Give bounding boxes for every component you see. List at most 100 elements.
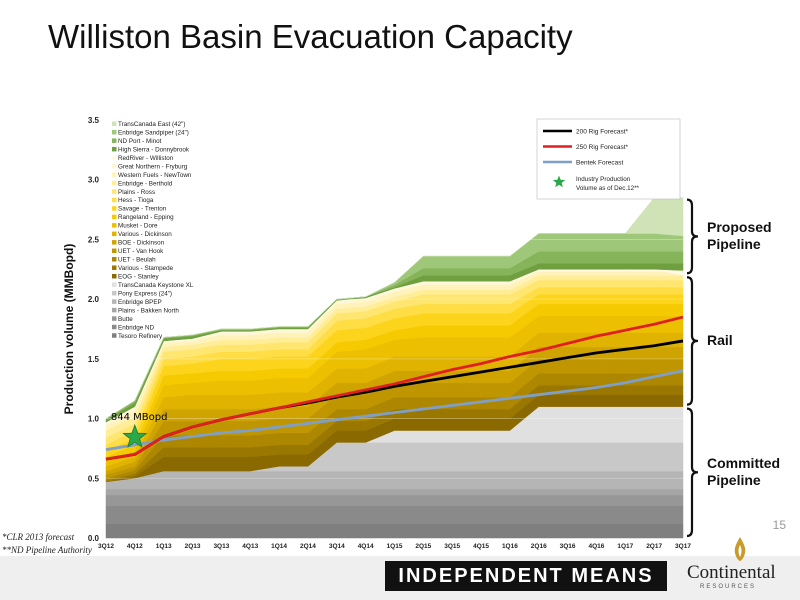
layer-plains-bakken-north	[105, 488, 684, 496]
x-tick-3q14: 3Q14	[329, 543, 345, 550]
legend-label-musket-dore: Musket - Dore	[118, 223, 158, 230]
legend-label-eog-stanley: EOG - Stanley	[118, 273, 159, 280]
legend-swatch-high-sierra-donnybrook	[112, 146, 117, 152]
legend-label-high-sierra-donnybrook: High Sierra - Donnybrook	[118, 146, 190, 153]
legend-label-boe-dickinson: BOE - Dickinson	[118, 240, 165, 247]
legend-label-plains-bakken-north: Plains - Bakken North	[118, 307, 179, 314]
bracket-proposed-pipeline	[686, 198, 699, 275]
line-bentek-forecast	[105, 369, 684, 452]
footnote-ndpa: **ND Pipeline Authority	[2, 545, 92, 555]
legend-swatch-western-fuels-newtown	[112, 172, 117, 177]
x-tick-4q12: 4Q12	[127, 543, 143, 550]
y-tick-1-5: 1.5	[88, 355, 100, 364]
footnote-clr: *CLR 2013 forecast	[2, 532, 75, 542]
legend-label-savage-trenton: Savage - Trenton	[118, 206, 167, 213]
x-tick-1q17: 1Q17	[617, 543, 633, 550]
y-tick-2-0: 2.0	[88, 295, 100, 304]
legend-label-hess-tioga: Hess - Tioga	[118, 197, 154, 204]
bracket-committed-pipeline	[686, 407, 699, 538]
bracket-label-committed-pipeline: Committed Pipeline	[707, 455, 781, 489]
forecast-lines	[105, 315, 684, 461]
legend-label-western-fuels-newtown: Western Fuels - NewTown	[118, 172, 192, 179]
layer-butte	[105, 494, 684, 507]
legend-swatch-various-dickinson	[112, 231, 117, 237]
slide-title: Williston Basin Evacuation Capacity	[48, 18, 573, 55]
legend-swatch-great-northern-fryburg	[112, 163, 117, 169]
x-tick-1q13: 1Q13	[156, 543, 172, 550]
bracket-label-rail: Rail	[707, 332, 733, 349]
legend-label-enbridge-berthold: Enbridge - Berthold	[118, 180, 173, 187]
bracket-label-proposed-pipeline: Proposed Pipeline	[707, 219, 772, 253]
layer-transcanada-east-42	[105, 197, 684, 419]
x-tick-3q13: 3Q13	[213, 543, 229, 550]
x-tick-1q15: 1Q15	[387, 543, 403, 550]
layer-tesoro-refinery	[105, 523, 684, 539]
legend-swatch-enbridge-sandpiper-24	[112, 129, 117, 135]
legend-swatch-boe-dickinson	[112, 240, 117, 245]
legend-swatch-butte	[112, 316, 117, 321]
production-marker: 844 MBopd	[111, 412, 168, 448]
production-marker-label: 844 MBopd	[111, 412, 168, 423]
x-tick-1q14: 1Q14	[271, 543, 287, 550]
y-tick-1-0: 1.0	[88, 415, 100, 424]
chart-axes: 0.0 0.5 1.0 1.5 2.0 2.5 3.0 3.5 3Q12 4Q12 1Q13 2Q13…	[62, 116, 691, 550]
legend-swatch-transcanada-keystone-xl	[112, 282, 117, 287]
legend-label-butte: Butte	[118, 316, 133, 323]
bracket-group	[686, 198, 699, 538]
legend-swatch-rangeland-epping	[112, 214, 117, 220]
x-tick-3q15: 3Q15	[444, 543, 460, 550]
legend-label-transcanada-east-42: TransCanada East (42")	[118, 121, 185, 128]
footer-tagline: INDEPENDENT MEANS	[385, 561, 667, 591]
legend-swatch-redriver-williston	[112, 155, 117, 160]
x-tick-2q17: 2Q17	[646, 543, 662, 550]
y-tick-0-0: 0.0	[88, 534, 100, 543]
legend-swatch-tesoro-refinery	[112, 333, 117, 338]
legend-swatch-enbridge-berthold	[112, 180, 117, 186]
x-tick-2q15: 2Q15	[415, 543, 431, 550]
legend-label-pony-express-24: Pony Express (24")	[118, 290, 172, 297]
x-tick-3q16: 3Q16	[560, 543, 576, 550]
x-tick-4q14: 4Q14	[358, 543, 374, 550]
legend-swatch-plains-bakken-north	[112, 307, 117, 313]
legend-star-icon	[552, 175, 566, 188]
legend-swatch-musket-dore	[112, 223, 117, 228]
legend-label-various-stampede: Various - Stampede	[118, 265, 174, 272]
legend-label-tesoro-refinery: Tesoro Refinery	[118, 333, 163, 340]
y-axis-label: Production volume (MMBopd)	[62, 244, 76, 415]
legend-swatch-various-stampede	[112, 265, 117, 270]
x-tick-4q15: 4Q15	[473, 543, 489, 550]
legend-text-200-rig-forecast: 200 Rig Forecast*	[576, 129, 628, 136]
legend-swatch-enbridge-nd	[112, 324, 117, 330]
production-star-icon	[122, 424, 148, 448]
legend-swatch-enbridge-bpep	[112, 299, 117, 304]
legend-label-uet-beulah: UET - Beulah	[118, 257, 156, 264]
legend-text-industry-2: Volume as of Dec.12**	[576, 185, 640, 192]
legend-swatch-pony-express-24	[112, 290, 117, 296]
flame-logo-icon	[734, 537, 746, 561]
x-tick-3q17: 3Q17	[675, 543, 691, 550]
legend-label-uet-van-hook: UET - Van Hook	[118, 248, 164, 255]
legend-swatch-nd-port-minot	[112, 138, 117, 143]
legend-text-industry-1: Industry Production	[576, 176, 631, 183]
legend-swatch-eog-stanley	[112, 273, 117, 279]
line-250-rig-forecast	[105, 315, 684, 461]
legend-label-nd-port-minot: ND Port - Minot	[118, 138, 162, 145]
x-tick-3q12: 3Q12	[98, 543, 114, 550]
legend-label-great-northern-fryburg: Great Northern - Fryburg	[118, 163, 188, 170]
forecast-legend: 200 Rig Forecast* 250 Rig Forecast* Bentek…	[536, 118, 681, 200]
legend-label-enbridge-sandpiper-24: Enbridge Sandpiper (24")	[118, 129, 189, 136]
legend-swatch-uet-beulah	[112, 257, 117, 262]
x-tick-4q16: 4Q16	[588, 543, 604, 550]
page-number: 15	[772, 518, 786, 532]
legend-label-various-dickinson: Various - Dickinson	[118, 231, 172, 238]
x-tick-2q13: 2Q13	[185, 543, 201, 550]
legend-swatch-transcanada-east-42	[112, 121, 117, 126]
legend-swatch-plains-ross	[112, 189, 117, 194]
x-tick-2q16: 2Q16	[531, 543, 547, 550]
legend-swatch-uet-van-hook	[112, 248, 117, 254]
y-tick-0-5: 0.5	[88, 474, 100, 483]
company-logo-text: Continental	[687, 562, 776, 583]
legend-text-250-rig-forecast: 250 Rig Forecast*	[576, 144, 628, 151]
x-tick-4q13: 4Q13	[242, 543, 258, 550]
